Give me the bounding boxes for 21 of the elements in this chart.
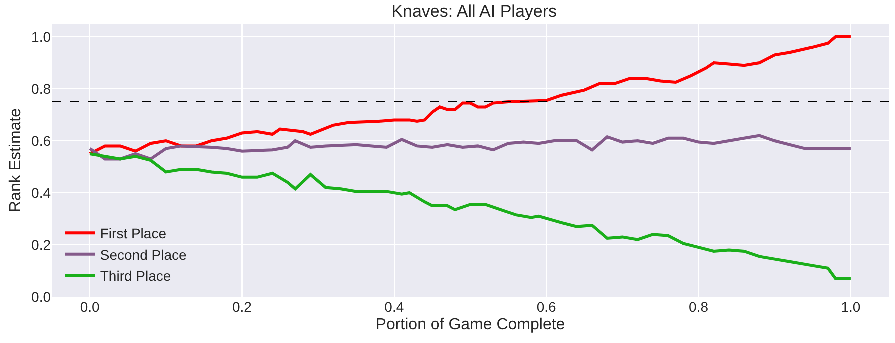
y-tick-label: 0.0 [32, 288, 52, 305]
y-tick-label: 0.8 [32, 80, 52, 97]
x-tick-label: 0.6 [536, 299, 557, 315]
x-tick-label: 1.0 [841, 299, 861, 315]
y-axis-title: Rank Estimate [7, 108, 24, 213]
legend-label: Third Place [100, 268, 172, 284]
y-tick-label: 0.6 [32, 132, 52, 149]
y-tick-label: 1.0 [32, 28, 52, 45]
x-tick-label: 0.8 [689, 299, 709, 315]
chart-title: Knaves: All AI Players [392, 2, 558, 22]
x-tick-label: 0.2 [232, 299, 252, 315]
y-tick-label: 0.4 [32, 184, 52, 201]
line-series [88, 152, 852, 280]
x-tick-label: 0.0 [80, 299, 100, 315]
legend-label: Second Place [100, 246, 187, 263]
line-series [88, 36, 852, 156]
y-tick-label: 0.2 [32, 236, 52, 253]
x-tick-label: 0.4 [384, 299, 404, 315]
legend-label: First Place [100, 226, 167, 242]
x-axis-title: Portion of Game Complete [376, 316, 566, 334]
line-series [88, 134, 852, 161]
